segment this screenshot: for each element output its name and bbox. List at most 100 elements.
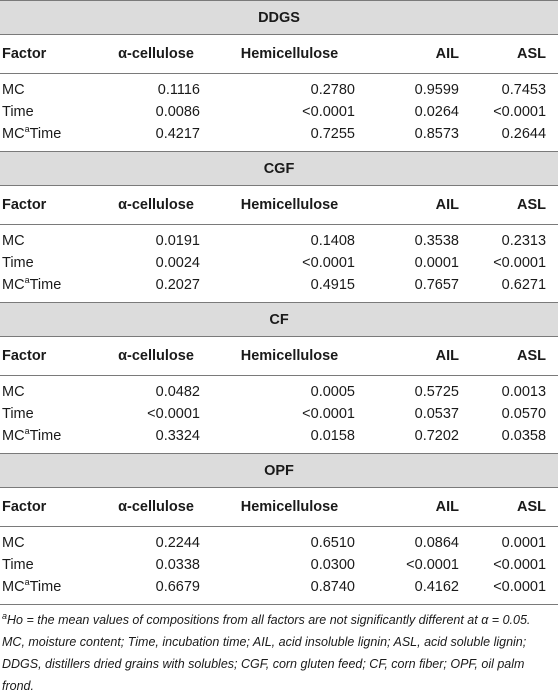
factor-cell: MCaTime <box>0 123 100 152</box>
value-cell: 0.0482 <box>155 384 200 400</box>
value-cell: 0.9599 <box>414 82 459 98</box>
factor-label: Time <box>2 557 34 573</box>
table-row: Time <0.0001 <0.0001 0.0537 0.0570 <box>0 403 558 425</box>
value-cell: 0.5725 <box>414 384 459 400</box>
section-title: DDGS <box>0 0 558 35</box>
value-cell: <0.0001 <box>147 406 200 422</box>
factor-label: MC <box>2 277 25 293</box>
column-header: α-cellulose <box>100 487 212 527</box>
column-header: AIL <box>367 34 471 74</box>
table-row: Time 0.0024 <0.0001 0.0001 <0.0001 <box>0 252 558 274</box>
column-header-row: Factor α-cellulose Hemicellulose AIL ASL <box>0 185 558 225</box>
factor-label: MC <box>2 428 25 444</box>
factor-label: MC <box>2 126 25 142</box>
section-header-row: CF <box>0 302 558 337</box>
column-header: Factor <box>0 34 100 74</box>
value-cell: <0.0001 <box>493 255 547 271</box>
column-header-row: Factor α-cellulose Hemicellulose AIL ASL <box>0 336 558 376</box>
value-cell: 0.0024 <box>155 255 200 271</box>
factor-label: Time <box>2 104 34 120</box>
section-header-row: CGF <box>0 151 558 186</box>
value-cell: 0.2780 <box>310 82 355 98</box>
factor-label: MC <box>2 579 25 595</box>
factor-cell: MC <box>0 527 100 555</box>
value-cell: 0.6271 <box>501 277 547 293</box>
factor-label: Time <box>2 406 34 422</box>
value-cell: 0.0300 <box>310 557 355 573</box>
anova-table: DDGS Factor α-cellulose Hemicellulose AIL ASL… <box>0 0 558 605</box>
table-row: Time 0.0338 0.0300 <0.0001 <0.0001 <box>0 554 558 576</box>
value-cell: 0.0158 <box>310 428 355 444</box>
column-header: α-cellulose <box>100 34 212 74</box>
value-cell: 0.7255 <box>310 126 355 142</box>
table-body: DDGS Factor α-cellulose Hemicellulose AIL ASL… <box>0 0 558 605</box>
value-cell: <0.0001 <box>302 406 355 422</box>
column-header: Hemicellulose <box>212 185 367 225</box>
factor-cell: Time <box>0 554 100 576</box>
value-cell: 0.7657 <box>414 277 459 293</box>
column-header: Factor <box>0 185 100 225</box>
factor-cell: MCaTime <box>0 425 100 454</box>
column-header: α-cellulose <box>100 185 212 225</box>
value-cell: <0.0001 <box>302 255 355 271</box>
factor-label: MC <box>2 535 25 551</box>
factor-cell: Time <box>0 101 100 123</box>
table-row: MCaTime 0.2027 0.4915 0.7657 0.6271 <box>0 274 558 303</box>
value-cell: 0.8740 <box>310 579 355 595</box>
table-row: MC 0.1116 0.2780 0.9599 0.7453 <box>0 74 558 102</box>
factor-cell: MCaTime <box>0 274 100 303</box>
value-cell: 0.8573 <box>414 126 459 142</box>
value-cell: 0.3538 <box>414 233 459 249</box>
value-cell: 0.6679 <box>155 579 200 595</box>
value-cell: 0.4915 <box>310 277 355 293</box>
factor-cell: MCaTime <box>0 576 100 604</box>
value-cell: 0.1408 <box>310 233 355 249</box>
column-header: Factor <box>0 336 100 376</box>
column-header-row: Factor α-cellulose Hemicellulose AIL ASL <box>0 487 558 527</box>
value-cell: 0.0358 <box>501 428 547 444</box>
factor-label-suffix: Time <box>29 428 62 444</box>
value-cell: 0.0086 <box>155 104 200 120</box>
factor-label-suffix: Time <box>29 277 62 293</box>
factor-label: MC <box>2 233 25 249</box>
factor-cell: MC <box>0 225 100 253</box>
column-header-row: Factor α-cellulose Hemicellulose AIL ASL <box>0 34 558 74</box>
column-header: α-cellulose <box>100 336 212 376</box>
value-cell: 0.4162 <box>414 579 459 595</box>
factor-cell: Time <box>0 403 100 425</box>
column-header: Hemicellulose <box>212 336 367 376</box>
factor-cell: MC <box>0 376 100 404</box>
value-cell: <0.0001 <box>302 104 355 120</box>
factor-superscript: a <box>24 124 30 135</box>
factor-label: MC <box>2 384 25 400</box>
footnote-text: Ho = the mean values of compositions fro… <box>2 613 531 693</box>
column-header: AIL <box>367 185 471 225</box>
section-title: CGF <box>0 151 558 186</box>
column-header: Factor <box>0 487 100 527</box>
column-header: ASL <box>471 34 558 74</box>
value-cell: 0.1116 <box>157 82 200 98</box>
factor-cell: MC <box>0 74 100 102</box>
value-cell: 0.0005 <box>310 384 355 400</box>
value-cell: 0.2644 <box>501 126 547 142</box>
column-header: Hemicellulose <box>212 487 367 527</box>
value-cell: 0.0013 <box>501 384 547 400</box>
factor-superscript: a <box>24 275 30 286</box>
column-header: ASL <box>471 185 558 225</box>
value-cell: 0.0864 <box>414 535 459 551</box>
factor-label: MC <box>2 82 25 98</box>
factor-label-suffix: Time <box>29 579 62 595</box>
value-cell: 0.2244 <box>155 535 200 551</box>
section-title: OPF <box>0 453 558 488</box>
column-header: ASL <box>471 487 558 527</box>
column-header: Hemicellulose <box>212 34 367 74</box>
footnote-marker: a <box>2 610 8 621</box>
value-cell: 0.2313 <box>501 233 547 249</box>
value-cell: <0.0001 <box>493 579 547 595</box>
table-footnote: aHo = the mean values of compositions fr… <box>0 604 558 697</box>
section-header-row: OPF <box>0 453 558 488</box>
factor-superscript: a <box>24 426 30 437</box>
table-row: MCaTime 0.3324 0.0158 0.7202 0.0358 <box>0 425 558 454</box>
value-cell: <0.0001 <box>493 557 547 573</box>
value-cell: 0.0537 <box>414 406 459 422</box>
